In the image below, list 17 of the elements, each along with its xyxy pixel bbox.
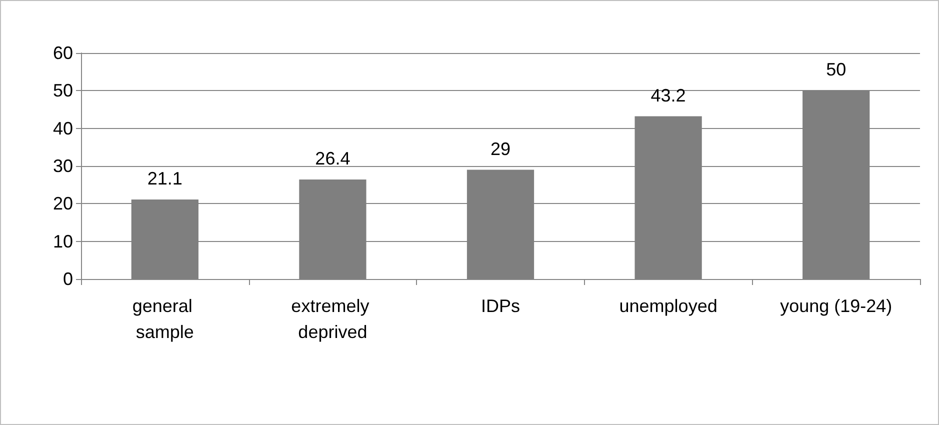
y-tick-label: 0 [62, 269, 73, 289]
y-tick-label: 30 [52, 156, 73, 176]
y-tick-label: 60 [52, 43, 73, 63]
data-label: 50 [826, 60, 846, 80]
data-label: 43.2 [650, 85, 686, 106]
data-label: 21.1 [147, 168, 182, 189]
x-tick-label: unemployed [619, 296, 718, 316]
x-tick-label: young (19-24) [780, 296, 892, 316]
data-label: 29 [490, 138, 511, 159]
x-tick-label: general sample [132, 296, 198, 342]
y-tick-label: 40 [52, 118, 73, 138]
y-tick-label: 10 [52, 231, 73, 252]
x-tick-label: extremely deprived [291, 296, 374, 342]
y-tick-label: 50 [52, 80, 73, 101]
y-tick-label: 20 [52, 194, 73, 214]
data-label: 26.4 [315, 148, 350, 169]
x-tick-label: IDPs [480, 296, 520, 316]
